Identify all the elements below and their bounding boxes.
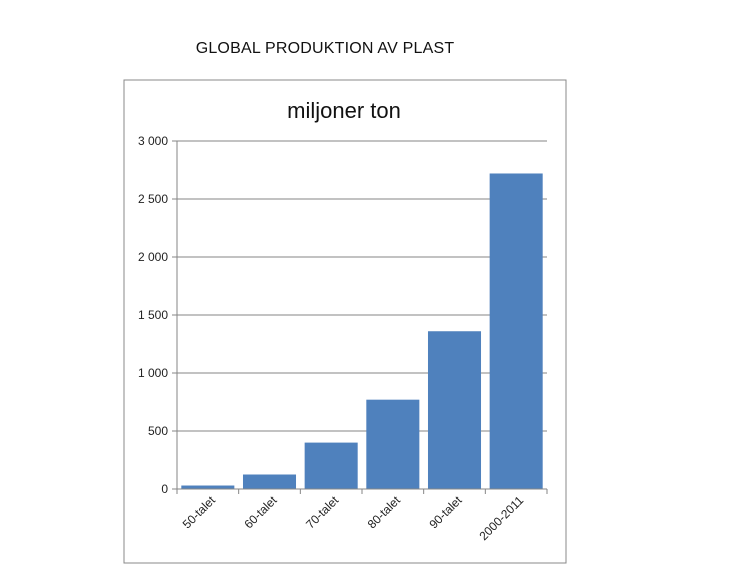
bar: [242, 474, 297, 489]
bar: [304, 442, 358, 489]
bars: [181, 173, 543, 490]
y-tick-label: 3 000: [138, 134, 168, 148]
y-tick-label: 0: [161, 482, 168, 496]
y-tick-label: 1 000: [138, 366, 168, 380]
y-tick-label: 2 000: [138, 250, 168, 264]
page-title: GLOBAL PRODUKTION AV PLAST: [195, 40, 455, 57]
bar: [366, 399, 420, 489]
bar: [181, 485, 235, 489]
chart-title: miljoner ton: [287, 98, 401, 123]
axes: [172, 140, 548, 494]
y-tick-label: 500: [148, 424, 168, 438]
bar: [489, 173, 543, 490]
y-tick-labels: 0 500 1 000 1 500 2 000 2 500 3 000: [138, 134, 168, 496]
y-tick-label: 2 500: [138, 192, 168, 206]
y-tick-label: 1 500: [138, 308, 168, 322]
gridlines: [177, 140, 547, 432]
bar: [427, 331, 482, 489]
